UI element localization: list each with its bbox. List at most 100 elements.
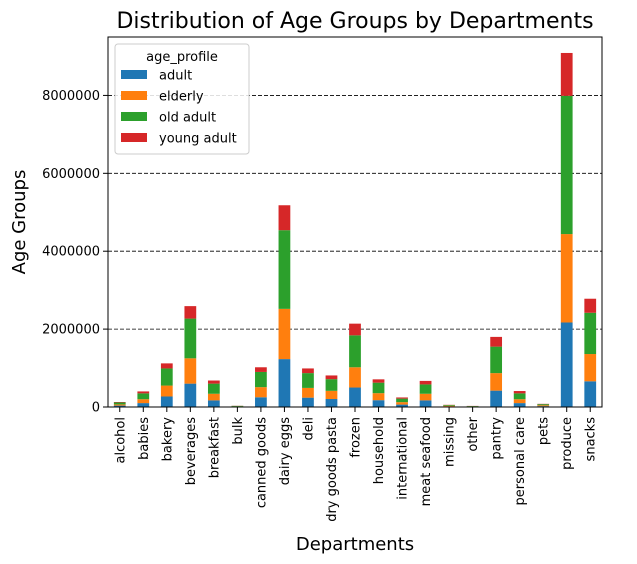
bar-segment-adult (584, 381, 597, 407)
x-tick-label: pantry (490, 417, 505, 460)
x-tick-label: dry goods pasta (325, 417, 340, 522)
bar-segment-young-adult (419, 380, 432, 385)
bar-segment-old-adult (325, 379, 338, 391)
bar-segment-elderly (207, 393, 220, 401)
x-tick-label: deli (301, 417, 316, 440)
x-tick-label: frozen (349, 417, 364, 458)
bar-segment-elderly (349, 367, 361, 388)
bars-group (113, 52, 597, 407)
y-axis: 0 2000000 4000000 6000000 8000000 (42, 89, 108, 416)
bar-segment-elderly (443, 405, 455, 407)
bar-segment-elderly (584, 354, 597, 382)
legend-entry: young adult (159, 132, 237, 147)
legend-swatch (121, 91, 147, 100)
bar-segment-elderly (490, 373, 503, 391)
x-tick-label: canned goods (254, 417, 269, 508)
legend-box (114, 43, 250, 155)
bar-segment-old-adult (113, 402, 126, 405)
bar-segment-old-adult (137, 393, 150, 400)
y-tick-label: 2000000 (42, 323, 100, 338)
x-tick-label: beverages (184, 417, 199, 486)
bar-segment-young-adult (255, 367, 267, 372)
bar-segment-elderly (537, 405, 550, 407)
chart-title: Distribution of Age Groups by Department… (116, 9, 593, 34)
x-tick-label: other (466, 416, 481, 451)
bar-segment-young-adult (184, 306, 197, 319)
bar-segment-young-adult (278, 205, 291, 231)
bar-segment-old-adult (560, 95, 573, 235)
bar-segment-adult (372, 400, 385, 407)
bar-segment-elderly (113, 404, 126, 406)
y-axis-label: Age Groups (9, 170, 30, 275)
bar-segment-old-adult (207, 383, 220, 394)
bar-segment-adult (419, 400, 432, 407)
bar-segment-adult (207, 400, 220, 407)
x-tick-label: personal care (513, 417, 528, 505)
bar-segment-adult (349, 387, 361, 407)
legend-swatch (121, 133, 147, 142)
bar-segment-adult (513, 403, 526, 407)
bar-segment-old-adult (160, 368, 173, 386)
x-tick-label: dairy eggs (278, 417, 293, 486)
x-tick-label: bakery (160, 417, 175, 462)
bar-segment-old-adult (584, 312, 597, 355)
bar-segment-elderly (137, 399, 150, 404)
bar-segment-young-adult (302, 368, 314, 374)
bar-segment-old-adult (372, 382, 385, 394)
x-tick-label: missing (443, 417, 458, 467)
x-tick-label: alcohol (113, 417, 128, 463)
bar-segment-young-adult (207, 380, 220, 384)
bar-segment-elderly (372, 393, 385, 401)
x-axis: alcohol babies bakery beverages breakfast bul… (113, 407, 599, 522)
y-tick-label: 0 (92, 401, 100, 416)
bar-segment-young-adult (490, 336, 503, 347)
bar-segment-adult (396, 404, 408, 407)
x-tick-label: pets (537, 417, 552, 445)
bar-segment-adult (137, 403, 150, 407)
bar-segment-adult (560, 322, 573, 407)
bar-segment-young-adult (137, 391, 150, 394)
x-axis-label: Departments (296, 534, 414, 555)
bar-segment-young-adult (160, 363, 173, 369)
bar-segment-old-adult (419, 384, 432, 394)
bar-segment-elderly (560, 234, 573, 323)
bar-segment-old-adult (490, 346, 503, 374)
y-tick-label: 8000000 (42, 89, 100, 104)
bar-segment-adult (302, 397, 314, 407)
bar-segment-old-adult (278, 230, 291, 309)
bar-segment-elderly (184, 358, 197, 384)
bar-segment-old-adult (443, 405, 455, 406)
bar-segment-adult (113, 405, 126, 407)
bar-segment-elderly (255, 387, 267, 398)
bar-segment-young-adult (349, 323, 361, 336)
x-tick-label: bulk (231, 417, 246, 445)
bar-segment-elderly (278, 308, 291, 360)
bar-segment-elderly (419, 393, 432, 401)
bar-segment-old-adult (513, 393, 526, 400)
x-tick-label: meat seafood (419, 417, 434, 506)
bar-segment-adult (184, 383, 197, 407)
bar-segment-old-adult (184, 318, 197, 359)
bar-segment-adult (160, 396, 173, 407)
bar-segment-elderly (325, 390, 338, 400)
bar-segment-young-adult (560, 52, 573, 96)
bar-segment-old-adult (255, 371, 267, 388)
x-tick-label: household (372, 417, 387, 484)
bar-segment-adult (278, 359, 291, 407)
bar-segment-young-adult (584, 298, 597, 313)
legend: age_profile adult elderly old adult young a… (114, 43, 250, 155)
bar-segment-old-adult (302, 373, 314, 388)
y-tick-label: 6000000 (42, 167, 100, 182)
bar-segment-old-adult (396, 398, 408, 403)
x-tick-label: snacks (584, 417, 599, 462)
y-tick-label: 4000000 (42, 245, 100, 260)
legend-title: age_profile (146, 50, 218, 65)
bar-segment-young-adult (396, 397, 408, 399)
bar-segment-adult (490, 390, 503, 407)
x-tick-label: international (396, 417, 411, 500)
bar-segment-young-adult (513, 391, 526, 394)
bar-segment-elderly (302, 387, 314, 398)
legend-swatch (121, 112, 147, 121)
x-tick-label: breakfast (207, 417, 222, 478)
